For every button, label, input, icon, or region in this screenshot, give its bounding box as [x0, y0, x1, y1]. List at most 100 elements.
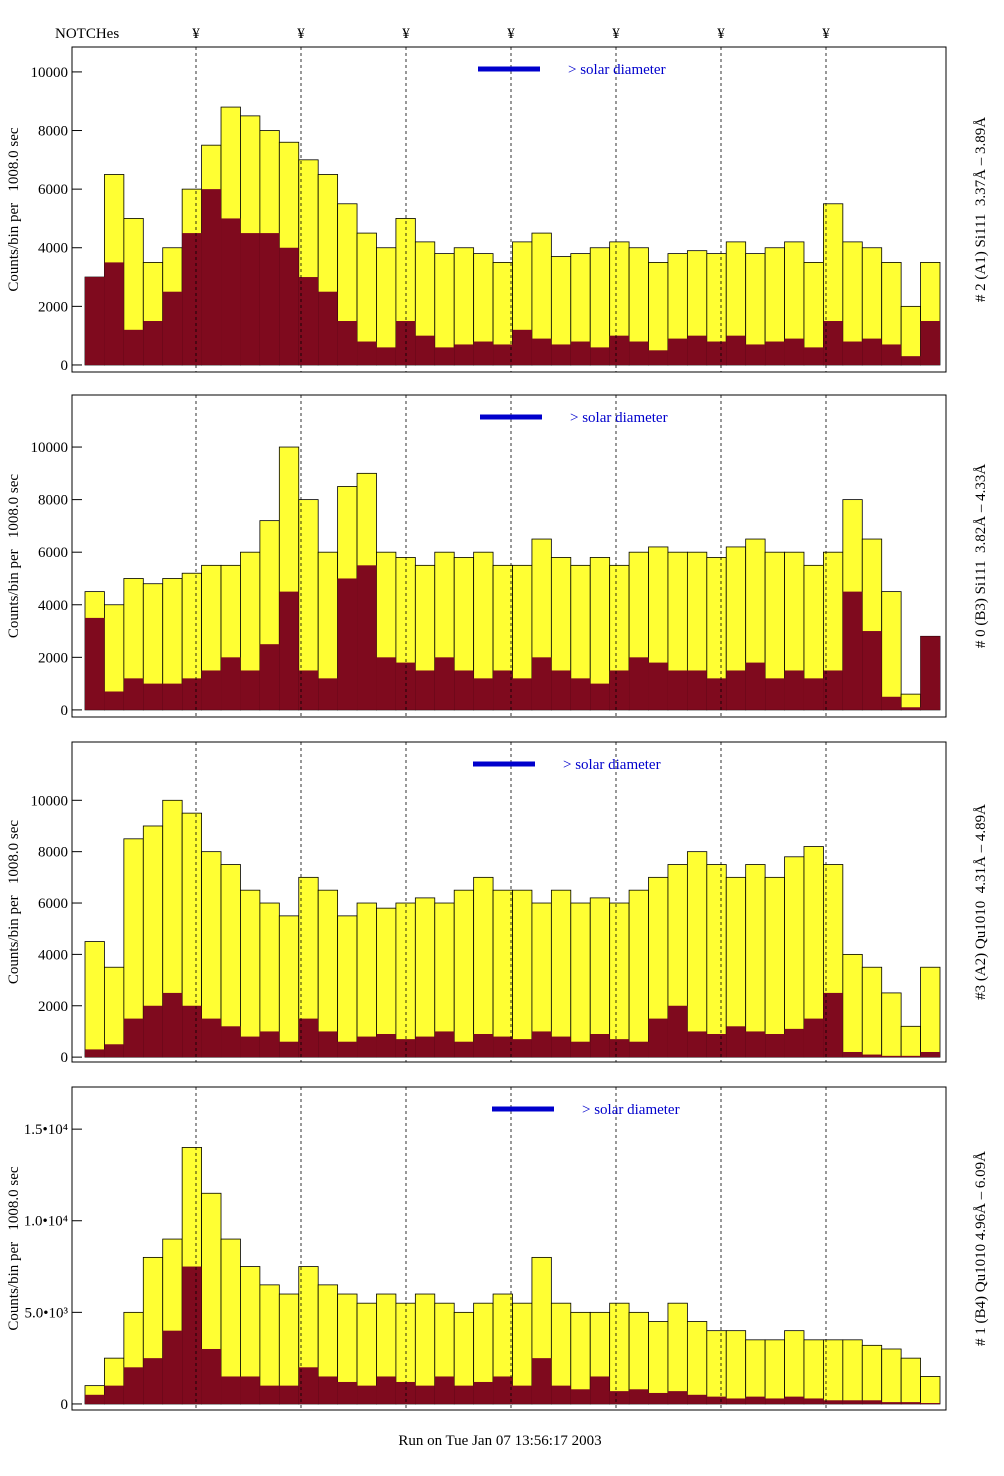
bar-inner — [85, 1049, 105, 1058]
bar-inner — [85, 1394, 105, 1404]
bar-total — [628, 889, 649, 1058]
bar-total — [842, 953, 863, 1058]
bar-inner — [687, 335, 707, 365]
bar-inner — [85, 617, 105, 710]
bar-inner — [454, 344, 474, 365]
bar-total — [900, 1357, 921, 1405]
bar-inner — [784, 338, 804, 365]
bar-inner — [337, 578, 358, 710]
bar-inner — [415, 670, 435, 710]
bar-inner — [629, 1389, 649, 1404]
bar-total — [842, 1339, 863, 1405]
bar-inner — [376, 347, 396, 365]
bar-total — [609, 1302, 630, 1405]
bar-inner — [337, 1381, 358, 1404]
bar-inner — [706, 1034, 727, 1058]
bar-inner — [765, 678, 785, 710]
y-tick-label: 0 — [61, 703, 69, 719]
y-tick-label: 2000 — [38, 299, 68, 315]
bar-inner — [434, 347, 455, 365]
bar-total — [686, 1321, 708, 1405]
bar-total — [648, 261, 669, 366]
bar-inner — [609, 670, 630, 710]
bar-inner — [881, 344, 902, 365]
bar-total — [900, 1025, 921, 1058]
bar-inner — [687, 670, 707, 710]
bar-inner — [570, 341, 591, 365]
bar-inner — [240, 1036, 260, 1058]
bar-inner — [765, 1034, 785, 1058]
bar-inner — [590, 1376, 610, 1404]
bar-inner — [298, 1367, 319, 1404]
y-tick-label: 1.0•10⁴ — [24, 1214, 68, 1230]
bar-inner — [182, 1266, 202, 1404]
bar-inner — [182, 233, 202, 365]
bar-inner — [123, 1018, 144, 1058]
bar-inner — [784, 670, 804, 710]
bar-inner — [765, 1398, 785, 1404]
bar-inner — [182, 1005, 202, 1058]
y-tick-label: 0 — [61, 358, 69, 374]
bar-inner — [473, 678, 494, 710]
bar-inner — [706, 1396, 727, 1404]
y-tick-label: 8000 — [38, 845, 68, 861]
bar-inner — [104, 262, 124, 365]
bar-total — [550, 889, 572, 1058]
bar-inner — [201, 670, 222, 710]
y-tick-label: 5.0•10³ — [25, 1305, 69, 1321]
bar-total — [589, 897, 611, 1058]
y-tick-label: 0 — [61, 1397, 69, 1413]
bar-inner — [862, 338, 882, 365]
bar-total — [356, 902, 377, 1058]
y-tick-label: 10000 — [31, 440, 69, 456]
bar-inner — [648, 1018, 668, 1058]
bar-inner — [784, 1396, 804, 1404]
bar-inner — [667, 670, 688, 710]
bar-inner — [143, 683, 163, 710]
bar-inner — [803, 1018, 824, 1058]
legend-label: > solar diameter — [568, 62, 666, 78]
bar-total — [764, 1339, 785, 1405]
bar-total — [240, 889, 261, 1058]
bar-inner — [881, 696, 902, 710]
side-label: # 2 (A1) Si111 3.37Å – 3.89Å — [973, 117, 989, 302]
bar-inner — [493, 670, 513, 710]
bar-inner — [395, 1381, 416, 1404]
bar-total — [725, 1330, 747, 1405]
bar-inner — [298, 670, 319, 710]
bar-inner — [337, 321, 358, 365]
bar-total — [920, 1376, 941, 1405]
bar-inner — [667, 1005, 688, 1058]
bar-inner — [162, 992, 183, 1058]
y-tick-label: 2000 — [38, 999, 68, 1015]
bar-total — [881, 992, 902, 1058]
bar-inner — [279, 1385, 299, 1404]
bar-inner — [531, 657, 552, 710]
bar-total — [764, 876, 785, 1058]
bar-total — [570, 902, 591, 1058]
bar-inner — [726, 670, 746, 710]
bar-inner — [221, 657, 241, 710]
bar-inner — [143, 1358, 163, 1404]
bar-inner — [570, 678, 591, 710]
header-title: NOTCHes — [55, 26, 119, 42]
bar-inner — [123, 1367, 144, 1404]
bar-inner — [667, 1391, 688, 1404]
bar-inner — [454, 1385, 474, 1404]
bar-inner — [901, 356, 921, 365]
bar-total — [861, 1344, 883, 1405]
bar-inner — [357, 565, 377, 710]
bar-inner — [862, 631, 882, 710]
bar-inner — [648, 662, 668, 710]
plot-frame — [71, 46, 947, 373]
bar-inner — [454, 1041, 474, 1058]
bar-inner — [726, 1026, 746, 1058]
bar-inner — [629, 1041, 649, 1058]
bar-inner — [104, 691, 124, 710]
bar-inner — [512, 1385, 532, 1404]
bar-total — [706, 864, 727, 1058]
y-tick-label: 10000 — [31, 793, 69, 809]
bar-inner — [842, 591, 863, 710]
bar-inner — [842, 1400, 863, 1404]
